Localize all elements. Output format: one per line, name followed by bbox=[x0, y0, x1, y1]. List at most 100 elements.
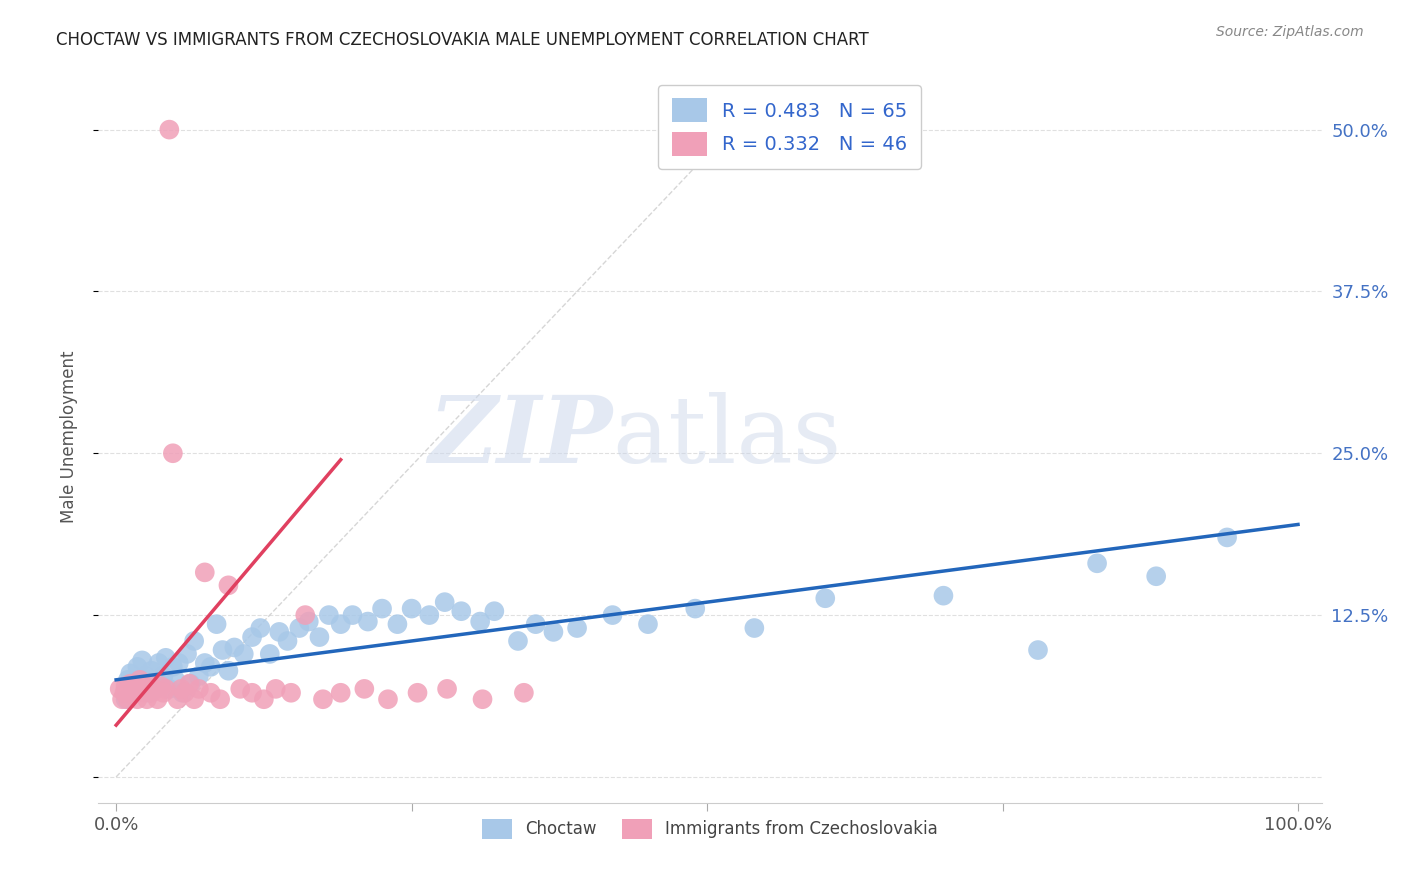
Point bbox=[138, 676, 160, 690]
Point bbox=[194, 656, 217, 670]
Point bbox=[117, 673, 139, 687]
Point bbox=[155, 650, 177, 665]
Point bbox=[157, 122, 180, 136]
Point bbox=[150, 676, 173, 690]
Point bbox=[127, 692, 149, 706]
Text: Source: ZipAtlas.com: Source: ZipAtlas.com bbox=[1216, 25, 1364, 39]
Point bbox=[112, 686, 135, 700]
Point bbox=[183, 692, 205, 706]
Point bbox=[114, 692, 136, 706]
Point bbox=[471, 692, 494, 706]
Point bbox=[418, 608, 440, 623]
Point bbox=[229, 681, 252, 696]
Point bbox=[484, 604, 506, 618]
Point bbox=[217, 578, 239, 592]
Point bbox=[814, 591, 837, 606]
Point bbox=[124, 681, 146, 696]
Point bbox=[108, 681, 131, 696]
Point bbox=[450, 604, 472, 618]
Point bbox=[128, 679, 150, 693]
Point bbox=[1216, 530, 1239, 544]
Point bbox=[249, 621, 271, 635]
Point bbox=[264, 681, 287, 696]
Point bbox=[200, 686, 222, 700]
Point bbox=[329, 686, 352, 700]
Point bbox=[127, 660, 149, 674]
Point bbox=[173, 686, 195, 700]
Point bbox=[1085, 557, 1108, 571]
Point bbox=[194, 566, 217, 580]
Point bbox=[176, 647, 198, 661]
Point bbox=[1026, 643, 1049, 657]
Point bbox=[329, 617, 352, 632]
Point bbox=[470, 615, 492, 629]
Point bbox=[387, 617, 409, 632]
Point bbox=[240, 686, 263, 700]
Point bbox=[180, 676, 202, 690]
Point bbox=[683, 601, 706, 615]
Point bbox=[377, 692, 399, 706]
Point bbox=[312, 692, 335, 706]
Point bbox=[253, 692, 276, 706]
Point bbox=[170, 681, 193, 696]
Point bbox=[111, 692, 134, 706]
Point bbox=[357, 615, 380, 629]
Point bbox=[162, 446, 184, 460]
Point bbox=[513, 686, 536, 700]
Point bbox=[298, 615, 321, 629]
Point bbox=[131, 681, 153, 696]
Point bbox=[187, 669, 209, 683]
Point bbox=[406, 686, 429, 700]
Point bbox=[433, 595, 456, 609]
Point bbox=[179, 676, 201, 690]
Point bbox=[436, 681, 458, 696]
Point bbox=[1144, 569, 1167, 583]
Point bbox=[114, 679, 136, 693]
Point bbox=[543, 624, 565, 639]
Point bbox=[172, 686, 194, 700]
Point bbox=[240, 630, 263, 644]
Point bbox=[131, 653, 153, 667]
Point bbox=[134, 686, 156, 700]
Point bbox=[162, 660, 184, 674]
Y-axis label: Male Unemployment: Male Unemployment bbox=[59, 351, 77, 524]
Point bbox=[167, 656, 190, 670]
Point bbox=[524, 617, 547, 632]
Point bbox=[506, 634, 529, 648]
Point bbox=[401, 601, 423, 615]
Point bbox=[146, 692, 169, 706]
Point bbox=[565, 621, 588, 635]
Point bbox=[141, 664, 163, 678]
Point bbox=[200, 660, 222, 674]
Point bbox=[120, 676, 142, 690]
Point bbox=[135, 692, 157, 706]
Point bbox=[138, 686, 160, 700]
Text: atlas: atlas bbox=[612, 392, 841, 482]
Point bbox=[121, 686, 143, 700]
Legend: Choctaw, Immigrants from Czechoslovakia: Choctaw, Immigrants from Czechoslovakia bbox=[475, 812, 945, 846]
Point bbox=[117, 692, 139, 706]
Point bbox=[165, 673, 187, 687]
Point bbox=[259, 647, 281, 661]
Point bbox=[148, 656, 170, 670]
Point bbox=[187, 681, 209, 696]
Point bbox=[371, 601, 394, 615]
Text: CHOCTAW VS IMMIGRANTS FROM CZECHOSLOVAKIA MALE UNEMPLOYMENT CORRELATION CHART: CHOCTAW VS IMMIGRANTS FROM CZECHOSLOVAKI… bbox=[56, 31, 869, 49]
Point bbox=[209, 692, 232, 706]
Point bbox=[152, 669, 174, 683]
Point bbox=[294, 608, 316, 623]
Point bbox=[318, 608, 340, 623]
Point bbox=[224, 640, 246, 655]
Point bbox=[150, 679, 173, 693]
Point bbox=[141, 686, 163, 700]
Point bbox=[217, 664, 239, 678]
Point bbox=[205, 617, 228, 632]
Point bbox=[353, 681, 375, 696]
Point bbox=[269, 624, 291, 639]
Point bbox=[135, 669, 157, 683]
Point bbox=[143, 681, 166, 696]
Point bbox=[122, 686, 145, 700]
Text: ZIP: ZIP bbox=[427, 392, 612, 482]
Point bbox=[932, 589, 955, 603]
Point bbox=[288, 621, 311, 635]
